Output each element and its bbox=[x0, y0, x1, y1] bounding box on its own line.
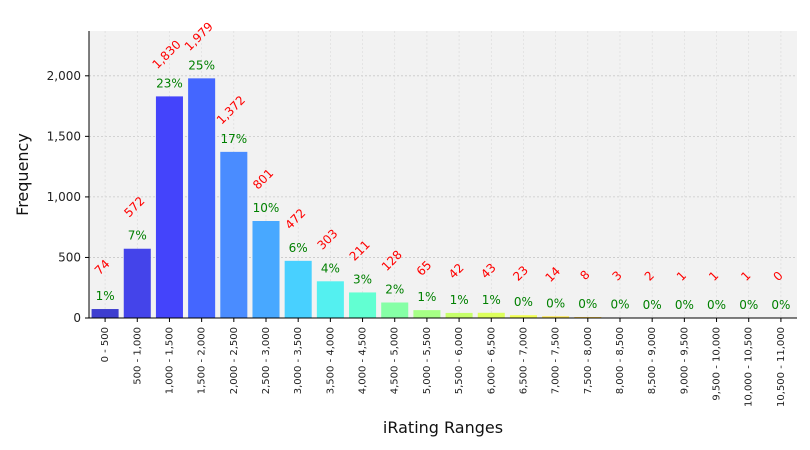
x-tick-label: 10,000 - 10,500 bbox=[744, 327, 755, 407]
percent-label: 17% bbox=[220, 132, 247, 146]
bar bbox=[155, 96, 183, 319]
percent-label: 10% bbox=[253, 201, 280, 215]
x-tick-label: 5,000 - 5,500 bbox=[422, 327, 433, 394]
percent-label: 0% bbox=[610, 298, 629, 312]
x-tick-label: 9,500 - 10,000 bbox=[712, 327, 723, 401]
x-tick-label: 8,000 - 8,500 bbox=[615, 327, 626, 394]
x-tick-label: 6,000 - 6,500 bbox=[486, 327, 497, 394]
bar bbox=[252, 221, 280, 318]
percent-label: 0% bbox=[675, 298, 694, 312]
x-ticks: 0 - 500 500 - 1,000 1,000 - 1,500 1,500 - 2… bbox=[100, 318, 787, 407]
axes bbox=[88, 31, 797, 319]
percent-label: 0% bbox=[643, 298, 662, 312]
x-axis-label: iRating Ranges bbox=[383, 418, 503, 437]
x-tick-label: 3,500 - 4,000 bbox=[325, 327, 336, 394]
percent-label: 23% bbox=[156, 76, 183, 90]
percent-label: 1% bbox=[450, 293, 469, 307]
y-tick-label: 2,000 bbox=[47, 69, 81, 83]
percent-label: 6% bbox=[289, 241, 308, 255]
bar bbox=[123, 248, 151, 318]
percent-label: 2% bbox=[385, 282, 404, 296]
bar bbox=[349, 292, 377, 318]
percent-label: 1% bbox=[482, 293, 501, 307]
x-tick-label: 2,000 - 2,500 bbox=[229, 327, 240, 394]
x-tick-label: 4,500 - 5,000 bbox=[390, 327, 401, 394]
percent-label: 3% bbox=[353, 272, 372, 286]
x-tick-label: 5,500 - 6,000 bbox=[454, 327, 465, 394]
bar bbox=[284, 260, 312, 318]
percent-label: 0% bbox=[707, 298, 726, 312]
percent-label: 1% bbox=[417, 290, 436, 304]
y-axis-label: Frequency bbox=[13, 133, 32, 216]
x-tick-label: 6,500 - 7,000 bbox=[518, 327, 529, 394]
bar bbox=[509, 315, 537, 318]
y-tick-label: 1,000 bbox=[47, 190, 81, 204]
bar bbox=[381, 302, 409, 318]
x-tick-label: 1,000 - 1,500 bbox=[164, 327, 175, 394]
bars bbox=[91, 78, 763, 319]
y-ticks: 0 500 1,000 1,500 2,000 bbox=[47, 69, 89, 325]
percent-label: 0% bbox=[771, 298, 790, 312]
y-tick-label: 1,500 bbox=[47, 129, 81, 143]
x-tick-label: 8,500 - 9,000 bbox=[647, 327, 658, 394]
x-tick-label: 7,000 - 7,500 bbox=[551, 327, 562, 394]
bar bbox=[477, 312, 505, 318]
percent-label: 0% bbox=[578, 297, 597, 311]
bar bbox=[220, 151, 248, 318]
x-tick-label: 1,500 - 2,000 bbox=[197, 327, 208, 394]
bar bbox=[445, 312, 473, 318]
y-tick-label: 0 bbox=[73, 311, 81, 325]
y-tick-label: 500 bbox=[58, 250, 81, 264]
x-tick-label: 4,000 - 4,500 bbox=[358, 327, 369, 394]
x-tick-label: 500 - 1,000 bbox=[132, 327, 143, 385]
percent-label: 7% bbox=[128, 229, 147, 243]
percent-label: 4% bbox=[321, 261, 340, 275]
x-tick-label: 3,000 - 3,500 bbox=[293, 327, 304, 394]
bar bbox=[91, 309, 119, 318]
x-tick-label: 9,000 - 9,500 bbox=[679, 327, 690, 394]
x-tick-label: 7,500 - 8,000 bbox=[583, 327, 594, 394]
percent-label: 0% bbox=[546, 296, 565, 310]
percent-label: 0% bbox=[739, 298, 758, 312]
percent-label: 25% bbox=[188, 58, 215, 72]
percent-label: 0% bbox=[514, 295, 533, 309]
bar bbox=[188, 78, 216, 319]
bar bbox=[413, 310, 441, 318]
percent-label: 1% bbox=[96, 289, 115, 303]
x-tick-label: 10,500 - 11,000 bbox=[776, 327, 787, 407]
x-tick-label: 2,500 - 3,000 bbox=[261, 327, 272, 394]
bar bbox=[316, 281, 344, 318]
bar bbox=[542, 316, 570, 318]
x-tick-label: 0 - 500 bbox=[100, 327, 111, 362]
